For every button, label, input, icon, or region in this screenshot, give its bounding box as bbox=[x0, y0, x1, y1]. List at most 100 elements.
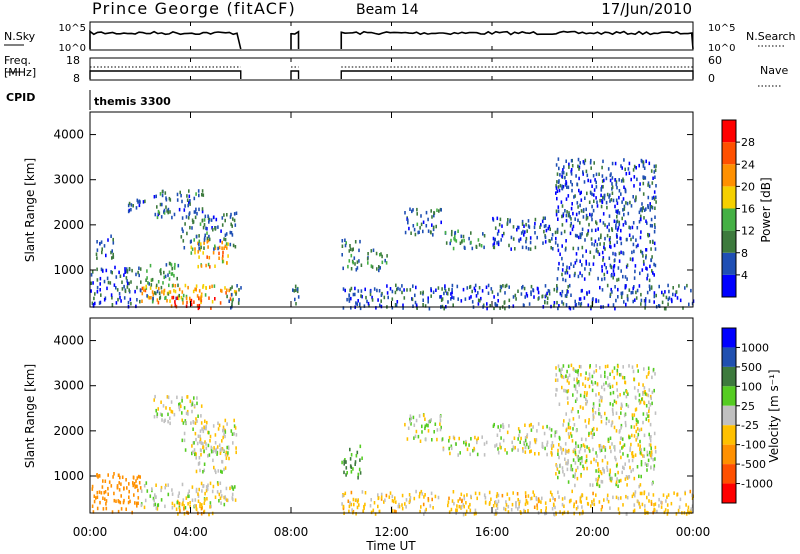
velocity-echo-cell bbox=[346, 471, 348, 475]
velocity-echo-cell bbox=[116, 485, 119, 489]
power-echo-cell bbox=[642, 160, 645, 164]
velocity-echo-cell bbox=[425, 437, 427, 442]
velocity-echo-cell bbox=[412, 415, 415, 420]
velocity-echo-cell bbox=[502, 438, 505, 443]
power-echo-cell bbox=[357, 299, 359, 303]
velocity-echo-cell bbox=[649, 439, 652, 443]
power-echo-cell bbox=[222, 250, 224, 255]
velocity-echo-cell bbox=[615, 400, 618, 405]
power-echo-cell bbox=[231, 224, 233, 228]
power-echo-cell bbox=[386, 291, 389, 295]
velocity-echo-cell bbox=[206, 497, 208, 501]
power-echo-cell bbox=[111, 270, 113, 275]
velocity-echo-cell bbox=[644, 504, 646, 508]
power-echo-cell bbox=[621, 216, 623, 221]
velocity-echo-cell bbox=[613, 445, 616, 449]
power-echo-cell bbox=[647, 181, 650, 185]
power-echo-cell bbox=[576, 201, 579, 205]
velocity-echo-cell bbox=[436, 428, 439, 432]
velocity-echo-cell bbox=[550, 450, 552, 455]
power-echo-cell bbox=[586, 173, 589, 178]
freq-tick-bottom: 8 bbox=[73, 72, 80, 85]
velocity-echo-cell bbox=[427, 429, 430, 433]
power-echo-cell bbox=[201, 207, 204, 211]
power-echo-cell bbox=[615, 298, 617, 303]
velocity-echo-cell bbox=[513, 436, 516, 440]
power-echo-cell bbox=[456, 284, 459, 289]
velocity-echo-cell bbox=[503, 506, 505, 511]
power-echo-cell bbox=[129, 297, 132, 302]
power-echo-cell bbox=[433, 211, 435, 215]
velocity-echo-cell bbox=[687, 509, 689, 513]
power-echo-cell bbox=[533, 295, 535, 299]
velocity-echo-cell bbox=[624, 380, 626, 384]
power-echo-cell bbox=[603, 245, 605, 250]
velocity-echo-cell bbox=[199, 437, 202, 442]
power-echo-cell bbox=[537, 287, 539, 291]
velocity-echo-cell bbox=[628, 475, 631, 479]
power-ytick-label: 3000 bbox=[53, 173, 84, 187]
power-echo-cell bbox=[650, 258, 653, 263]
velocity-echo-cell bbox=[447, 503, 449, 508]
power-echo-cell bbox=[653, 300, 655, 304]
velocity-echo-cell bbox=[504, 448, 506, 452]
cpid-label: CPID bbox=[6, 91, 35, 104]
power-echo-cell bbox=[623, 212, 625, 217]
power-echo-cell bbox=[650, 285, 653, 289]
power-echo-cell bbox=[581, 227, 584, 232]
power-echo-cell bbox=[444, 230, 447, 235]
power-echo-cell bbox=[650, 247, 652, 251]
power-echo-cell bbox=[512, 295, 515, 299]
velocity-echo-cell bbox=[616, 477, 618, 481]
velocity-echo-cell bbox=[559, 445, 562, 450]
power-echo-cell bbox=[188, 194, 191, 199]
power-echo-cell bbox=[178, 293, 180, 298]
power-echo-cell bbox=[640, 249, 642, 254]
velocity-echo-cell bbox=[649, 443, 652, 447]
velocity-echo-cell bbox=[596, 454, 598, 458]
velocity-echo-cell bbox=[161, 418, 163, 422]
velocity-echo-cell bbox=[233, 418, 235, 423]
velocity-echo-cell bbox=[647, 414, 649, 418]
velocity-echo-cell bbox=[590, 431, 592, 435]
power-echo-cell bbox=[653, 294, 656, 299]
power-echo-cell bbox=[640, 214, 642, 219]
velocity-echo-cell bbox=[581, 493, 583, 497]
velocity-echo-cell bbox=[217, 469, 220, 473]
power-echo-cell bbox=[606, 270, 609, 274]
power-echo-cell bbox=[602, 212, 605, 216]
velocity-echo-cell bbox=[583, 391, 586, 395]
power-echo-cell bbox=[207, 238, 210, 243]
power-echo-cell bbox=[643, 208, 646, 212]
velocity-echo-cell bbox=[565, 374, 567, 378]
power-echo-cell bbox=[350, 296, 352, 301]
velocity-echo-cell bbox=[616, 368, 619, 373]
velocity-echo-cell bbox=[413, 436, 415, 440]
velocity-echo-cell bbox=[395, 500, 397, 504]
velocity-echo-cell bbox=[409, 414, 412, 418]
velocity-echo-cell bbox=[554, 498, 556, 502]
velocity-colorbar-swatch bbox=[722, 366, 736, 387]
power-echo-cell bbox=[385, 261, 388, 265]
power-echo-cell bbox=[354, 292, 356, 297]
velocity-echo-cell bbox=[205, 442, 207, 446]
velocity-echo-cell bbox=[461, 499, 463, 504]
power-echo-cell bbox=[548, 292, 551, 296]
velocity-echo-cell bbox=[563, 504, 565, 508]
power-echo-cell bbox=[618, 211, 621, 215]
power-echo-cell bbox=[634, 198, 637, 202]
velocity-echo-cell bbox=[401, 506, 404, 511]
power-echo-cell bbox=[614, 161, 617, 166]
power-echo-cell bbox=[200, 300, 202, 305]
power-echo-cell bbox=[444, 286, 446, 291]
velocity-echo-cell bbox=[214, 433, 217, 437]
power-echo-cell bbox=[580, 301, 583, 306]
velocity-echo-cell bbox=[497, 425, 499, 429]
velocity-echo-cell bbox=[532, 425, 534, 429]
power-echo-cell bbox=[204, 293, 207, 297]
power-echo-cell bbox=[601, 269, 603, 273]
velocity-echo-cell bbox=[504, 507, 507, 512]
power-ylabel: Slant Range [km] bbox=[23, 158, 37, 262]
power-echo-cell bbox=[609, 178, 612, 183]
power-echo-cell bbox=[610, 287, 612, 292]
